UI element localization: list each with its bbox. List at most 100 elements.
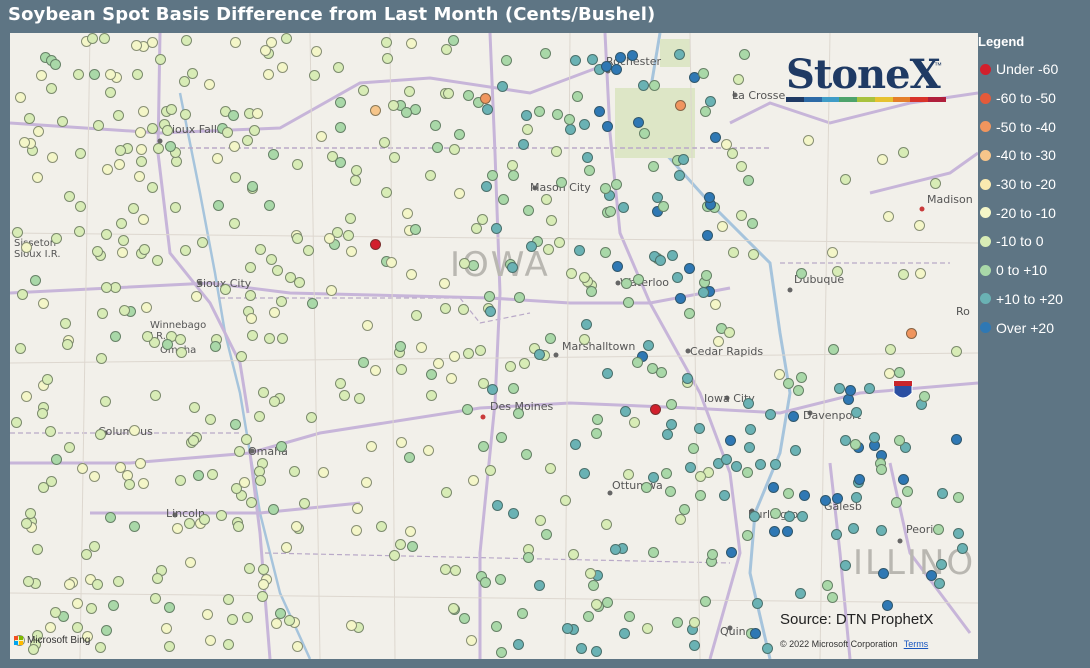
- location-marker[interactable]: [150, 593, 161, 604]
- location-marker[interactable]: [463, 90, 474, 101]
- legend-item[interactable]: -30 to -20: [978, 170, 1090, 199]
- location-marker[interactable]: [803, 135, 814, 146]
- location-marker[interactable]: [108, 600, 119, 611]
- location-marker[interactable]: [309, 70, 320, 81]
- location-marker[interactable]: [828, 344, 839, 355]
- location-marker[interactable]: [850, 439, 861, 450]
- location-marker[interactable]: [212, 153, 223, 164]
- location-marker[interactable]: [116, 218, 127, 229]
- location-marker[interactable]: [496, 432, 507, 443]
- location-marker[interactable]: [117, 247, 128, 258]
- location-marker[interactable]: [602, 121, 613, 132]
- location-marker[interactable]: [632, 357, 643, 368]
- location-marker[interactable]: [404, 86, 415, 97]
- location-marker[interactable]: [376, 521, 387, 532]
- location-marker[interactable]: [113, 576, 124, 587]
- location-marker[interactable]: [540, 48, 551, 59]
- location-marker[interactable]: [410, 224, 421, 235]
- location-marker[interactable]: [136, 144, 147, 155]
- location-marker[interactable]: [658, 201, 669, 212]
- location-marker[interactable]: [92, 246, 103, 257]
- location-marker[interactable]: [478, 378, 489, 389]
- location-marker[interactable]: [32, 172, 43, 183]
- location-marker[interactable]: [845, 385, 856, 396]
- location-marker[interactable]: [507, 262, 518, 273]
- location-marker[interactable]: [416, 342, 427, 353]
- location-marker[interactable]: [179, 76, 190, 87]
- location-marker[interactable]: [38, 298, 49, 309]
- location-marker[interactable]: [600, 183, 611, 194]
- location-marker[interactable]: [292, 233, 303, 244]
- location-marker[interactable]: [736, 161, 747, 172]
- location-marker[interactable]: [620, 406, 631, 417]
- location-marker[interactable]: [406, 269, 417, 280]
- location-marker[interactable]: [132, 69, 143, 80]
- location-marker[interactable]: [495, 574, 506, 585]
- location-marker[interactable]: [582, 152, 593, 163]
- terms-link[interactable]: Terms: [903, 639, 929, 649]
- location-marker[interactable]: [587, 54, 598, 65]
- location-marker[interactable]: [463, 348, 474, 359]
- location-marker[interactable]: [742, 467, 753, 478]
- location-marker[interactable]: [783, 488, 794, 499]
- location-marker[interactable]: [440, 303, 451, 314]
- location-marker[interactable]: [854, 474, 865, 485]
- location-marker[interactable]: [600, 247, 611, 258]
- location-marker[interactable]: [333, 62, 344, 73]
- location-marker[interactable]: [188, 435, 199, 446]
- location-marker[interactable]: [592, 414, 603, 425]
- location-marker[interactable]: [876, 525, 887, 536]
- location-marker[interactable]: [245, 290, 256, 301]
- location-marker[interactable]: [878, 568, 889, 579]
- location-marker[interactable]: [99, 33, 110, 44]
- location-marker[interactable]: [236, 351, 247, 362]
- location-marker[interactable]: [894, 435, 905, 446]
- location-marker[interactable]: [361, 477, 372, 488]
- location-marker[interactable]: [147, 182, 158, 193]
- location-marker[interactable]: [100, 396, 111, 407]
- location-marker[interactable]: [407, 541, 418, 552]
- location-marker[interactable]: [885, 344, 896, 355]
- location-marker[interactable]: [705, 96, 716, 107]
- location-marker[interactable]: [187, 68, 198, 79]
- location-marker[interactable]: [134, 171, 145, 182]
- location-marker[interactable]: [727, 148, 738, 159]
- location-marker[interactable]: [621, 278, 632, 289]
- location-marker[interactable]: [508, 383, 519, 394]
- location-marker[interactable]: [50, 607, 61, 618]
- location-marker[interactable]: [661, 468, 672, 479]
- location-marker[interactable]: [389, 152, 400, 163]
- location-marker[interactable]: [793, 385, 804, 396]
- location-marker[interactable]: [698, 287, 709, 298]
- location-marker[interactable]: [32, 630, 43, 641]
- location-marker[interactable]: [227, 614, 238, 625]
- location-marker[interactable]: [115, 462, 126, 473]
- location-marker[interactable]: [129, 425, 140, 436]
- location-marker[interactable]: [118, 235, 129, 246]
- location-marker[interactable]: [840, 560, 851, 571]
- location-marker[interactable]: [92, 579, 103, 590]
- location-marker[interactable]: [898, 269, 909, 280]
- location-marker[interactable]: [906, 328, 917, 339]
- location-marker[interactable]: [204, 79, 215, 90]
- location-marker[interactable]: [255, 244, 266, 255]
- location-marker[interactable]: [223, 594, 234, 605]
- location-marker[interactable]: [299, 498, 310, 509]
- location-marker[interactable]: [335, 378, 346, 389]
- location-marker[interactable]: [245, 262, 256, 273]
- location-marker[interactable]: [564, 114, 575, 125]
- location-marker[interactable]: [796, 372, 807, 383]
- location-marker[interactable]: [358, 85, 369, 96]
- location-marker[interactable]: [57, 116, 68, 127]
- location-marker[interactable]: [487, 384, 498, 395]
- location-marker[interactable]: [45, 622, 56, 633]
- location-marker[interactable]: [82, 631, 93, 642]
- location-marker[interactable]: [747, 218, 758, 229]
- location-marker[interactable]: [851, 492, 862, 503]
- location-marker[interactable]: [162, 125, 173, 136]
- location-marker[interactable]: [425, 170, 436, 181]
- location-marker[interactable]: [354, 393, 365, 404]
- location-marker[interactable]: [591, 646, 602, 657]
- location-marker[interactable]: [432, 142, 443, 153]
- location-marker[interactable]: [799, 490, 810, 501]
